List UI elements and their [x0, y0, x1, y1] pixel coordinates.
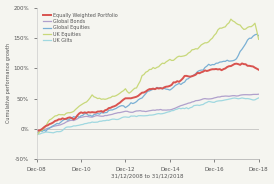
UK Gilts — [185, 107, 188, 109]
Global Bonds — [35, 129, 38, 132]
Line: Global Bonds: Global Bonds — [37, 94, 259, 130]
Global Equities — [174, 84, 177, 86]
Global Equities — [57, 123, 61, 125]
UK Equities — [257, 38, 260, 40]
UK Equities — [57, 113, 61, 116]
Global Bonds — [131, 111, 135, 113]
Global Equities — [257, 35, 260, 37]
Global Equities — [242, 45, 246, 48]
Equally Weighted Portfolio — [37, 130, 40, 132]
UK Gilts — [257, 97, 260, 99]
Y-axis label: Cumulative performance growth: Cumulative performance growth — [5, 43, 11, 123]
Global Bonds — [257, 93, 260, 95]
Equally Weighted Portfolio — [246, 65, 249, 67]
Equally Weighted Portfolio — [187, 75, 190, 77]
Equally Weighted Portfolio — [176, 80, 179, 82]
Line: Equally Weighted Portfolio: Equally Weighted Portfolio — [37, 63, 259, 131]
Global Bonds — [176, 106, 179, 108]
UK Gilts — [87, 122, 90, 124]
UK Gilts — [129, 115, 133, 117]
UK Equities — [87, 99, 90, 101]
UK Equities — [129, 91, 133, 93]
X-axis label: 31/12/2008 to 31/12/2018: 31/12/2008 to 31/12/2018 — [111, 174, 184, 178]
Global Bonds — [89, 116, 92, 118]
Equally Weighted Portfolio — [35, 129, 38, 132]
UK Equities — [185, 54, 188, 56]
UK Gilts — [57, 131, 61, 133]
UK Gilts — [174, 108, 177, 111]
Line: UK Equities: UK Equities — [37, 19, 259, 135]
Global Equities — [87, 114, 90, 116]
Global Bonds — [39, 129, 42, 132]
Legend: Equally Weighted Portfolio, Global Bonds, Global Equities, UK Equities, UK Gilts: Equally Weighted Portfolio, Global Bonds… — [41, 12, 120, 44]
Equally Weighted Portfolio — [257, 69, 260, 71]
Line: UK Gilts: UK Gilts — [37, 98, 259, 135]
Global Equities — [129, 102, 133, 104]
UK Equities — [229, 18, 233, 20]
UK Equities — [244, 28, 247, 30]
Equally Weighted Portfolio — [131, 97, 135, 99]
Equally Weighted Portfolio — [240, 62, 244, 65]
UK Gilts — [242, 97, 246, 99]
Global Equities — [255, 33, 258, 35]
Equally Weighted Portfolio — [89, 111, 92, 114]
Global Equities — [185, 78, 188, 80]
Global Equities — [35, 132, 38, 134]
UK Gilts — [35, 134, 38, 136]
Global Bonds — [187, 102, 190, 104]
Global Bonds — [244, 94, 247, 96]
Equally Weighted Portfolio — [59, 118, 62, 121]
Line: Global Equities: Global Equities — [37, 34, 259, 133]
UK Equities — [35, 134, 38, 136]
Global Bonds — [59, 124, 62, 126]
UK Equities — [174, 58, 177, 60]
